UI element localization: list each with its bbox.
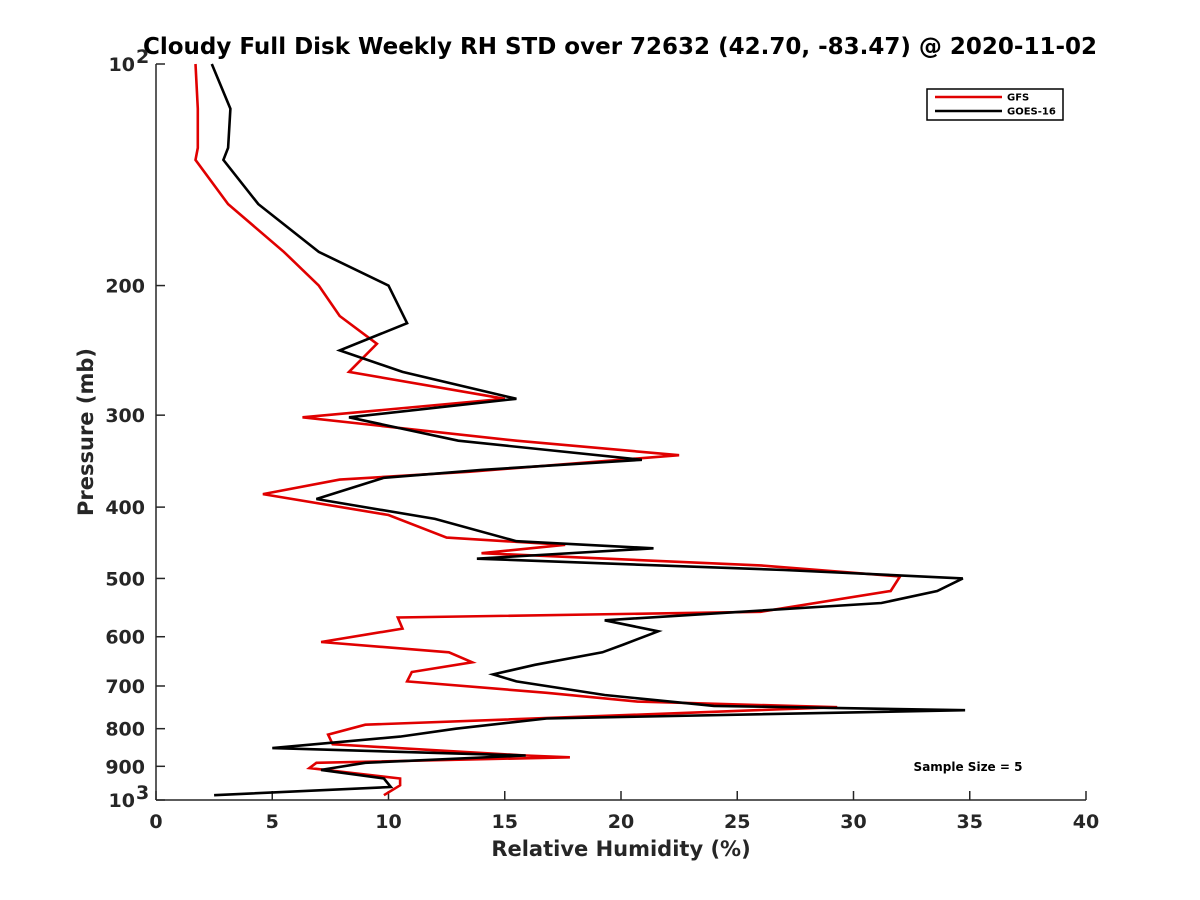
x-tick-label: 0 <box>149 811 162 833</box>
y-tick-label: 10 <box>109 790 135 812</box>
legend-label: GOES-16 <box>1007 107 1056 118</box>
y-tick-exponent: 3 <box>136 782 149 804</box>
x-tick-label: 15 <box>492 811 518 833</box>
y-tick-label: 700 <box>105 676 145 698</box>
chart-title: Cloudy Full Disk Weekly RH STD over 7263… <box>143 34 1097 60</box>
y-tick-exponent: 2 <box>136 46 149 68</box>
y-axis-label: Pressure (mb) <box>74 348 98 516</box>
x-tick-label: 25 <box>724 811 750 833</box>
series-line-gfs <box>194 63 903 797</box>
plot-area <box>155 64 1086 801</box>
legend: GFS GOES-16 <box>926 88 1064 121</box>
x-tick-label: 5 <box>266 811 279 833</box>
x-tick-label: 20 <box>608 811 634 833</box>
y-tick-label: 900 <box>105 756 145 778</box>
legend-label: GFS <box>1007 93 1029 104</box>
y-tick-label: 200 <box>105 276 145 298</box>
series-line-goes-16 <box>210 63 966 797</box>
x-tick-label: 30 <box>840 811 866 833</box>
x-axis-label: Relative Humidity (%) <box>491 837 750 861</box>
x-tick-label: 10 <box>375 811 401 833</box>
y-tick-label: 10 <box>109 54 135 76</box>
y-tick-label: 400 <box>105 497 145 519</box>
y-tick-label: 600 <box>105 627 145 649</box>
x-tick-label: 40 <box>1073 811 1099 833</box>
series-layer <box>194 63 966 797</box>
y-tick-label: 300 <box>105 405 145 427</box>
x-axis-ticks: 0 5 10 15 20 25 30 35 40 <box>149 791 1099 833</box>
x-tick-label: 35 <box>957 811 983 833</box>
y-tick-label: 500 <box>105 568 145 590</box>
y-tick-label: 800 <box>105 719 145 741</box>
sample-size-annotation: Sample Size = 5 <box>914 760 1023 774</box>
legend-box <box>926 88 1064 121</box>
